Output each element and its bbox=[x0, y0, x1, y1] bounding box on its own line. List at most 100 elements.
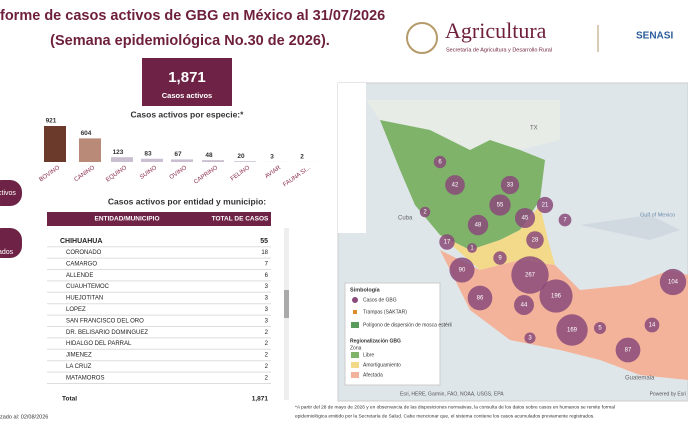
bar-value: 20 bbox=[237, 153, 245, 160]
bar-value: 2 bbox=[300, 154, 304, 161]
bar bbox=[234, 161, 256, 162]
cluster-label: 28 bbox=[532, 238, 539, 244]
cluster-label: 17 bbox=[444, 240, 451, 246]
cluster-label: 14 bbox=[649, 323, 656, 329]
bar bbox=[141, 159, 163, 162]
place: Gulf of Mexico bbox=[640, 212, 675, 218]
legend-swatch bbox=[352, 297, 358, 303]
x-tick-label: FAUNA SI... bbox=[282, 165, 312, 188]
cluster-label: 267 bbox=[525, 273, 536, 279]
table-cell: JIMENEZ bbox=[66, 353, 92, 359]
legend-sub: Zona bbox=[350, 345, 362, 351]
x-tick-label: EQUINO bbox=[105, 165, 128, 184]
table-cell: DR. BELISARIO DOMINGUEZ bbox=[66, 330, 148, 336]
table-cell: ALLENDE bbox=[66, 273, 93, 279]
legend-title: Simbología bbox=[350, 287, 381, 293]
x-tick-label: OVINO bbox=[169, 165, 189, 181]
legend-item: Trampas (SAKTAR) bbox=[363, 309, 407, 315]
logo: Agricultura bbox=[445, 18, 547, 43]
x-tick-label: FELINO bbox=[230, 165, 251, 183]
table-cell: HUEJOTITAN bbox=[66, 296, 103, 302]
bar-value: 83 bbox=[144, 150, 152, 157]
table-cell: 2 bbox=[265, 364, 269, 370]
table-cell: CUAUHTEMOC bbox=[66, 284, 110, 290]
table-cell: SAN FRANCISCO DEL ORO bbox=[66, 318, 144, 324]
bar-value: 67 bbox=[174, 151, 182, 158]
powered: Powered by Esri bbox=[650, 391, 686, 397]
x-tick-label: CAPRINO bbox=[193, 165, 219, 186]
legend-item: Polígono de dispersión de mosca estéril bbox=[363, 322, 452, 328]
table-cell: 3 bbox=[265, 296, 269, 302]
legend-title: Regionalización GBG bbox=[350, 338, 401, 344]
cluster-label: 86 bbox=[477, 296, 484, 302]
x-tick-label: CANINO bbox=[73, 165, 96, 183]
bar-value: 604 bbox=[81, 130, 92, 137]
bar-value: 48 bbox=[205, 152, 213, 159]
nav-label[interactable]: ctivos bbox=[0, 190, 16, 197]
cluster-label: 169 bbox=[567, 328, 578, 334]
place: TX bbox=[530, 126, 538, 132]
legend-swatch bbox=[351, 322, 359, 328]
cluster-label: 87 bbox=[625, 348, 632, 354]
table-cell: CORONADO bbox=[66, 250, 102, 256]
scroll-thumb[interactable] bbox=[284, 290, 289, 318]
table-cell: 2 bbox=[265, 341, 269, 347]
table-cell: 3 bbox=[265, 284, 269, 290]
cluster-label: 55 bbox=[497, 203, 504, 209]
bar-value: 3 bbox=[270, 154, 274, 161]
bar-value: 921 bbox=[46, 118, 57, 125]
legend-swatch bbox=[351, 372, 359, 378]
table-cell: 6 bbox=[265, 273, 269, 279]
table-cell: HIDALGO DEL PARRAL bbox=[66, 341, 132, 347]
cluster-label: 44 bbox=[521, 303, 528, 309]
bar-value: 123 bbox=[113, 149, 124, 156]
legend-swatch bbox=[353, 310, 357, 314]
bar bbox=[171, 159, 193, 162]
table-cell: 55 bbox=[260, 238, 268, 245]
table-cell: 3 bbox=[265, 307, 269, 313]
kpi-value: 1,871 bbox=[168, 69, 206, 86]
legend-item: Libre bbox=[363, 352, 374, 358]
legend-swatch bbox=[351, 362, 359, 368]
attribution: Esri, HERE, Garmin, FAO, NOAA, USGS, EPA bbox=[400, 391, 504, 397]
legend-item: Casos de GBG bbox=[363, 297, 397, 303]
legend-item: Amortiguamiento bbox=[363, 362, 401, 368]
map-toolbar[interactable] bbox=[338, 83, 366, 233]
logo-emblem bbox=[407, 23, 437, 53]
logo2: SENASI bbox=[636, 31, 673, 42]
footnote: *A partir del 28 de mayo de 2026 y en ob… bbox=[295, 404, 615, 410]
table-cell: CHIHUAHUA bbox=[60, 238, 102, 245]
title: forme de casos activos de GBG en México … bbox=[0, 8, 385, 24]
bar bbox=[44, 126, 66, 162]
cluster-label: 21 bbox=[542, 203, 549, 209]
table-cell: 2 bbox=[265, 353, 269, 359]
table-header-cell: TOTAL DE CASOS bbox=[212, 216, 269, 223]
legend-item: Afectada bbox=[363, 372, 383, 378]
cluster-label: 45 bbox=[522, 216, 529, 222]
bar bbox=[79, 138, 101, 162]
nav-label[interactable]: ados bbox=[0, 249, 14, 256]
cluster-label: 42 bbox=[452, 183, 459, 189]
place: Cuba bbox=[398, 216, 413, 222]
bar bbox=[202, 160, 224, 162]
chart-title: Casos activos por especie:* bbox=[131, 109, 245, 119]
table-cell: 3 bbox=[265, 318, 269, 324]
legend-swatch bbox=[351, 352, 359, 358]
table-header-cell: ENTIDAD/MUNICIPIO bbox=[95, 216, 160, 223]
table-cell: CAMARGO bbox=[66, 261, 97, 267]
cluster-label: 33 bbox=[507, 183, 514, 189]
footnote: epidemiológica emitido por la Secretaría… bbox=[295, 413, 594, 419]
cluster-label: 104 bbox=[668, 280, 679, 286]
logo-sub: Secretaría de Agricultura y Desarrollo R… bbox=[446, 47, 552, 53]
table-cell: 18 bbox=[261, 250, 268, 256]
cluster-label: 90 bbox=[459, 268, 466, 274]
subtitle: (Semana epidemiológica No.30 de 2026). bbox=[50, 33, 330, 49]
table-title: Casos activos por entidad y municipio: bbox=[108, 196, 266, 206]
bar bbox=[111, 157, 133, 162]
x-tick-label: AVIAR bbox=[264, 165, 282, 180]
cluster-label: 196 bbox=[551, 294, 562, 300]
table-cell: 2 bbox=[265, 375, 269, 381]
total-value: 1,871 bbox=[252, 396, 269, 403]
x-tick-label: SUINO bbox=[139, 165, 158, 181]
